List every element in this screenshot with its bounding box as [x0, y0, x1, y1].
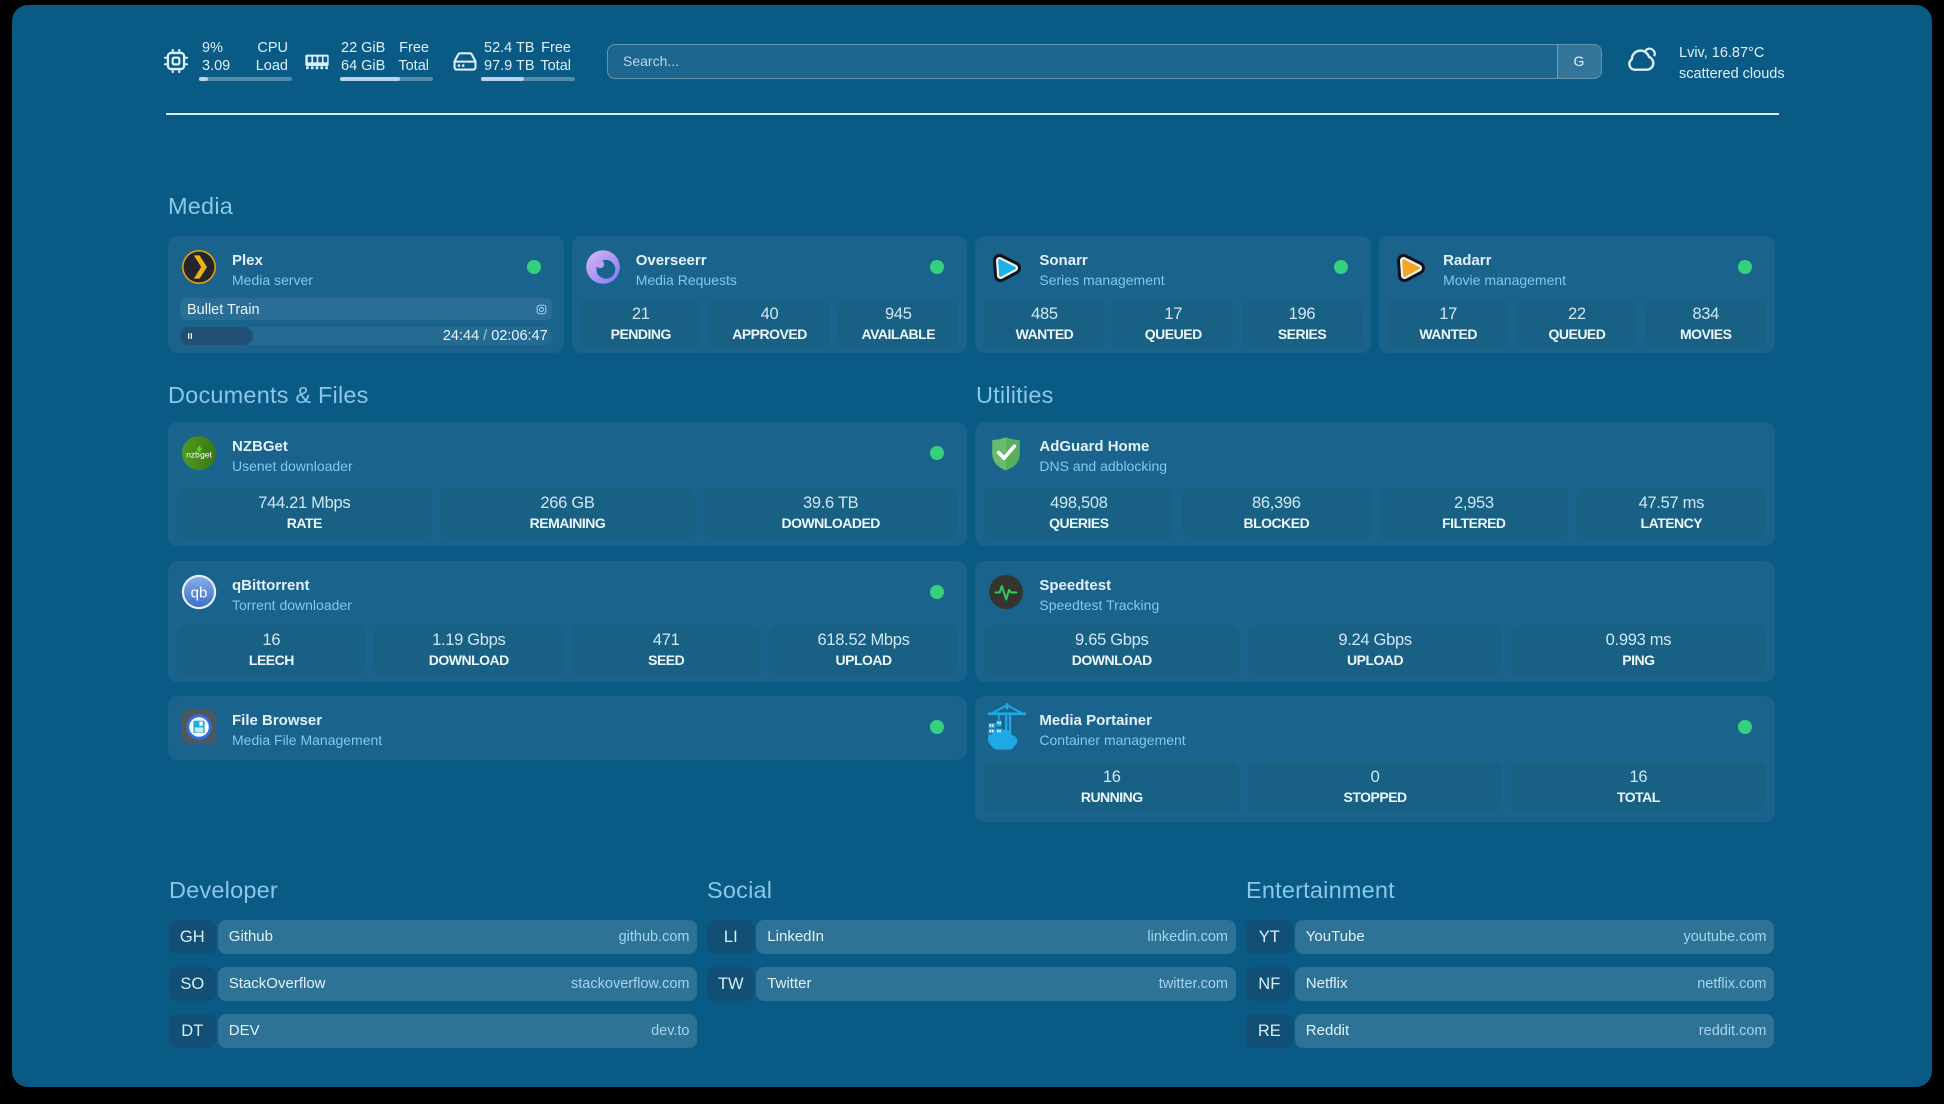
svg-text:nzbget: nzbget [186, 449, 212, 459]
svg-text:qb: qb [191, 584, 208, 601]
